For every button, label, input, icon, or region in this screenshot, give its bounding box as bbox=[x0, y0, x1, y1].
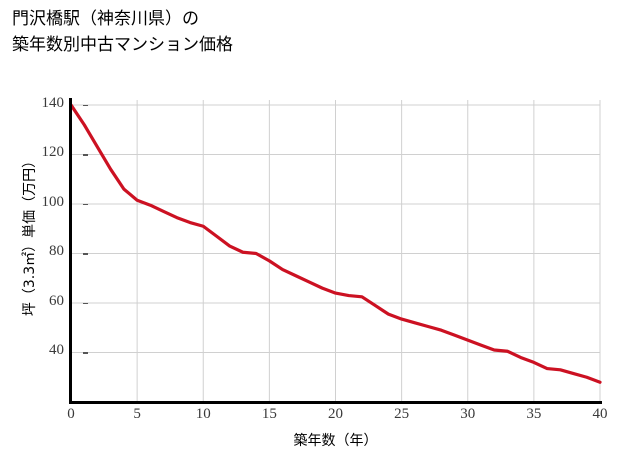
y-axis-title: 坪（3.3㎡）単価（万円） bbox=[22, 153, 38, 317]
y-tick-mark bbox=[83, 352, 88, 354]
x-axis-title: 築年数（年） bbox=[293, 433, 378, 449]
y-tick-mark bbox=[83, 154, 88, 156]
x-tick-label: 40 bbox=[592, 406, 608, 422]
x-tick-label: 5 bbox=[133, 406, 141, 422]
y-tick-label: 80 bbox=[49, 243, 64, 260]
x-tick-label: 25 bbox=[394, 406, 410, 422]
x-tick-label: 30 bbox=[460, 406, 476, 422]
y-tick-label: 40 bbox=[49, 342, 64, 359]
y-tick-mark bbox=[83, 302, 88, 305]
x-tick-label: 15 bbox=[261, 406, 277, 422]
price-line bbox=[69, 103, 602, 384]
line-series-svg bbox=[69, 100, 602, 402]
y-tick-label-group: 40 60 80 100 120 140 bbox=[18, 0, 88, 465]
y-axis-line bbox=[69, 98, 72, 404]
y-tick-label: 60 bbox=[49, 292, 64, 309]
y-tick-label: 140 bbox=[41, 94, 65, 111]
x-tick-label: 0 bbox=[67, 406, 75, 422]
y-tick-label: 120 bbox=[41, 144, 65, 161]
y-tick-mark bbox=[83, 104, 88, 107]
y-tick-mark bbox=[83, 253, 88, 255]
x-axis-line bbox=[69, 401, 602, 404]
y-tick-mark bbox=[83, 203, 88, 206]
y-tick-label: 100 bbox=[41, 193, 65, 210]
vertical-gridlines bbox=[136, 100, 601, 402]
x-tick-label: 35 bbox=[526, 406, 542, 422]
plot-area bbox=[69, 100, 602, 402]
x-tick-label: 20 bbox=[328, 406, 343, 422]
chart-title: 門沢橋駅（神奈川県）の 築年数別中古マンション価格 bbox=[12, 9, 233, 55]
x-tick-label: 10 bbox=[195, 406, 211, 422]
